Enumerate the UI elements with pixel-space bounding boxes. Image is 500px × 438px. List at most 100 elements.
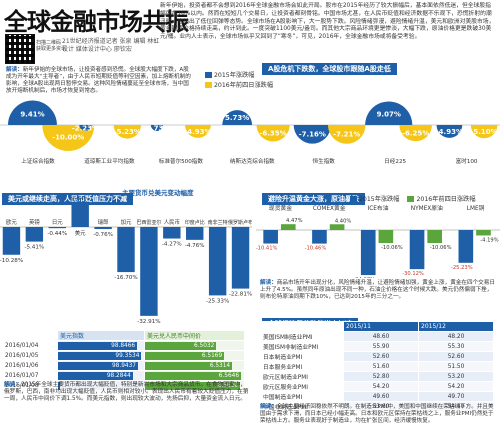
usd-index-bar: 98.2844 (58, 371, 133, 380)
data-label: -34.67% (353, 277, 375, 278)
currency-bar (71, 201, 89, 227)
data-label: -10.41% (256, 246, 278, 252)
cny-rate-bar: 6.5032 (145, 341, 217, 350)
pmi-label: 美国ISM制造业PMI (260, 331, 344, 342)
data-label: -10.06% (381, 245, 403, 251)
pmi-2015-12: 48.20 (418, 331, 494, 342)
pmi-2015-12: 54.40 (418, 401, 494, 412)
category-label: 日经225 (384, 157, 406, 165)
bar-2015 (458, 230, 474, 263)
currency-bar (163, 227, 181, 239)
data-label: -6.35% (259, 129, 286, 137)
data-label: -7.16% (299, 130, 326, 138)
pmi-2015-12: 49.70 (418, 391, 494, 402)
data-label: -4.27% (162, 242, 182, 248)
qr-caption: 扫描二维码 获取更多资讯 (36, 40, 67, 53)
data-label: 9.07% (377, 111, 401, 119)
category-label: NYMEX原油 (411, 204, 443, 212)
bar-2015 (365, 101, 413, 125)
data-label: -7.21% (333, 130, 360, 138)
pmi-2015-12: 54.20 (418, 381, 494, 392)
currency-bar (186, 227, 204, 240)
usd-index-bar (58, 381, 60, 390)
bar-2015 (436, 125, 463, 138)
data-label: -32.91% (137, 319, 160, 325)
pmi-table: 2015/11 2015/12 美国ISM制造业PMI 48.60 48.20 美国I… (260, 321, 494, 412)
fx-date: 2016/01/07 (2, 370, 58, 381)
data-label: -4.76% (185, 243, 205, 249)
bar-2016 (476, 230, 491, 236)
fx-date: 2016/01/05 (2, 350, 58, 361)
pmi-label: 欧元区制造业PMI (260, 371, 344, 382)
intro-text: 新年伊始，投资者都不会想到2016年全球金融市场会如此开局。股市在2015年经历… (160, 3, 495, 41)
category-label: 标准普尔500指数 (159, 157, 204, 165)
data-label: -10.28% (0, 258, 23, 264)
data-label: -5.41% (24, 245, 44, 251)
bar-2015 (409, 230, 425, 270)
bar-2015 (150, 125, 163, 131)
section4-note: 解读：全球主要经济回稳依然不明朗。在制造业PMI中，美国和中国继续在荣枯线下方。… (260, 404, 494, 424)
data-label: -5.10% (471, 128, 498, 136)
fx-table-row: 2016/01/07 98.2844 6.5646 (2, 370, 245, 381)
pmi-2015-11: 51.60 (343, 361, 419, 372)
section1-legend: 2015年涨跌幅 2016年前四日涨跌幅 (205, 72, 273, 90)
bar-2016 (42, 125, 95, 151)
section2-subtitle: 主要货币兑美元变动幅度 (122, 189, 194, 197)
category-label: 南非兰特 (208, 219, 228, 226)
data-label: -4.19% (480, 237, 498, 243)
pmi-2015-11: 52.80 (343, 371, 419, 382)
legend-swatch (407, 196, 415, 202)
chart-currencies: -10.28% 欧元 -5.41% 英镑 -0.44% 日元 9.34% 美元 -0.76% 瑞郎… (0, 197, 252, 325)
pmi-label: 美国ISM非制造业PMI (260, 341, 344, 352)
bar-2016 (427, 230, 442, 244)
bar-2016 (378, 230, 394, 244)
qr-code-icon (5, 34, 35, 64)
data-label: -10.06% (430, 245, 452, 251)
pmi-table-row: 美国ISM非制造业PMI 55.90 55.30 (260, 341, 494, 352)
legend-item-2015: 2015年涨跌幅 (205, 72, 273, 80)
category-label: LME铜 (467, 204, 485, 212)
fx-cny-cell: 6.5169 (144, 350, 245, 361)
bar-2016 (280, 224, 296, 230)
bar-2016 (399, 125, 432, 142)
bar-2016 (329, 224, 345, 230)
pmi-2015-12: 51.50 (418, 361, 494, 372)
category-label: 上证综合指数 (21, 157, 55, 165)
fx-cny-cell: 6.5646 (144, 370, 245, 381)
category-label: 俄罗斯卢布 (228, 219, 252, 226)
fx-usd-cell: 98.9437 (57, 360, 145, 371)
section2-note: 解读：2015年全球主要货币都出现大幅贬值，特别是新兴市场和大宗商品货币。在食物… (4, 382, 249, 403)
fx-cny-cell: 6.5314 (144, 360, 245, 371)
category-label: 道琼斯工业平均指数 (84, 157, 135, 165)
category-label: 欧元 (6, 218, 17, 226)
credit-block: 21世纪经济报道记者 张泉 编辑 林虹 设计 媒体设计中心 廖钦宏 (62, 38, 160, 54)
pmi-label: 中国制造业PMI (260, 391, 344, 402)
chart-stock-indices: 9.41% -10.00% 上证综合指数 -2.23% -5.23% 道琼斯工业平均指数 -… (0, 100, 500, 165)
section3-note: 解读：商品市场开年出现分化，风险情绪升温，让避险情绪加强，黄金上涨，黄金在四个交… (260, 280, 495, 300)
data-label: -0.73% (143, 125, 170, 133)
pmi-table-row: 日本制造业PMI 52.60 52.60 (260, 351, 494, 362)
data-label: -2.23% (72, 125, 99, 133)
data-label: 4.47% (286, 218, 303, 224)
bar-2015 (293, 125, 331, 144)
pmi-table-row: 日本服务业PMI 51.60 51.50 (260, 361, 494, 372)
section1-banner: A股危机下跌数，全球股市跟随A股走低 (262, 56, 397, 75)
pmi-2015-11: 55.90 (343, 341, 419, 352)
fx-table-row: 2016/01/04 98.8466 6.5032 (2, 340, 245, 351)
pmi-table-header: 2015/11 2015/12 (260, 321, 494, 332)
bar-2016 (470, 125, 498, 139)
currency-bar (94, 227, 112, 230)
currency-bar (2, 227, 21, 255)
cny-rate-bar: 6.5169 (145, 351, 225, 360)
section2-banner: 美元或继续走高，人民币贬值压力不减 (2, 186, 133, 205)
data-label: -4.93% (436, 128, 463, 136)
fx-table: 美元指数 美元兑人民币中间价 2016/01/04 98.8466 6.5032 20… (2, 330, 245, 391)
section3-legend: 2015年涨跌幅 2016年前四日涨跌幅 (350, 196, 476, 204)
pmi-table-row: 欧元区服务业PMI 54.20 54.20 (260, 381, 494, 392)
data-label: -10.46% (305, 246, 327, 252)
pmi-2015-11: 48.60 (343, 331, 419, 342)
pmi-table-row: 中国非制造业PMI 53.60 54.40 (260, 401, 494, 412)
usd-index-bar: 98.9437 (58, 361, 138, 370)
currency-bar (25, 227, 44, 242)
bar-2015 (360, 230, 376, 276)
